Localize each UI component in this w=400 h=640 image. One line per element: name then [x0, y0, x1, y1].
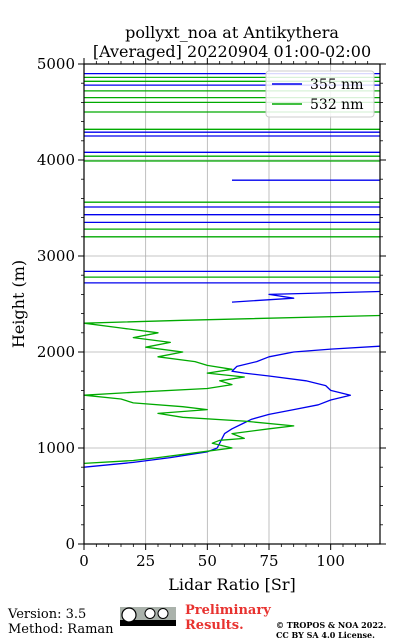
legend: 355 nm 532 nm — [265, 70, 375, 118]
copyright-line2: CC BY SA 4.0 License. — [276, 630, 375, 640]
series-1-line — [83, 314, 381, 465]
lidar-ratio-chart: pollyxt_noa at Antikythera [Averaged] 20… — [9, 23, 386, 594]
y-tick-label: 0 — [65, 535, 75, 553]
y-tick-label: 3000 — [37, 247, 75, 265]
legend-label-355: 355 nm — [310, 77, 363, 93]
y-tick-label: 4000 — [37, 151, 75, 169]
chart-title-line1: pollyxt_noa at Antikythera — [125, 23, 339, 42]
x-axis-label: Lidar Ratio [Sr] — [168, 575, 296, 594]
x-tick-label: 75 — [259, 552, 278, 570]
y-tick-label: 5000 — [37, 55, 75, 73]
series-0-line — [231, 290, 381, 303]
x-tick-label: 100 — [316, 552, 345, 570]
copyright-line1: © TROPOS & NOA 2022. — [276, 620, 387, 630]
y-axis-label: Height (m) — [9, 260, 28, 348]
series-0-line — [83, 345, 381, 468]
preliminary-line1: Preliminary — [185, 603, 271, 618]
method-text: Method: Raman — [8, 622, 114, 637]
version-text: Version: 3.5 — [8, 607, 87, 622]
legend-label-532: 532 nm — [310, 97, 363, 113]
x-tick-label: 0 — [79, 552, 89, 570]
y-tick-label: 2000 — [37, 343, 75, 361]
x-tick-label: 50 — [198, 552, 217, 570]
cc-by-sa-badge-icon — [120, 607, 176, 626]
legend-box — [265, 70, 375, 118]
preliminary-line2: Results. — [185, 618, 244, 633]
x-tick-label: 25 — [136, 552, 155, 570]
copyright-notice: © TROPOS & NOA 2022. CC BY SA 4.0 Licens… — [276, 620, 386, 640]
y-tick-label: 1000 — [37, 439, 75, 457]
series-group — [83, 72, 381, 468]
chart-title-line2: [Averaged] 20220904 01:00-02:00 — [93, 42, 371, 61]
preliminary-notice: Preliminary Results. — [185, 603, 271, 633]
